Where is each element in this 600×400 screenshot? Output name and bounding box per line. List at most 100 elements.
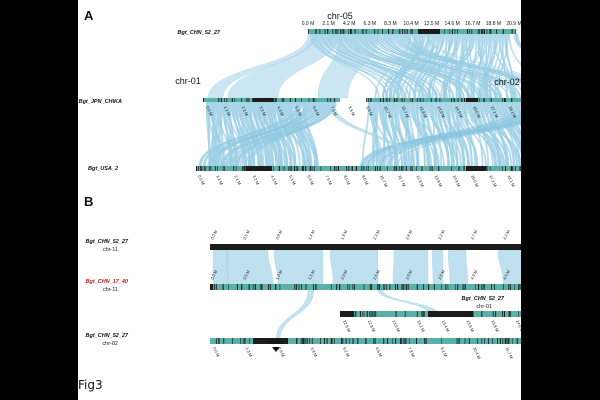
track-usa-stripe	[438, 166, 440, 171]
track-b3-stripe	[510, 311, 511, 317]
track-b4-stripe	[326, 338, 328, 344]
track-chr01-right-stripe	[410, 98, 411, 102]
track-b4-stripe	[218, 338, 220, 344]
ticks-b2-label: 0.5 M	[242, 269, 251, 280]
track-b2-stripe	[447, 284, 449, 290]
ticks-chr01-label: 11.7 M	[401, 105, 411, 118]
track-b4	[210, 338, 521, 344]
track-b4-stripe	[477, 338, 479, 344]
track-b2-stripe	[248, 284, 250, 290]
track-b4-stripe	[492, 338, 493, 344]
ticks-b2-label: 3.0 M	[404, 269, 413, 280]
track-b2-stripe	[464, 284, 466, 290]
track3-isolate-label: Bgt_CHN_52_27	[462, 296, 505, 302]
track-usa-stripe	[379, 166, 381, 171]
synteny-figure: 0.0 M 2.1 M 4.2 M 6.3 M 8.3 M 10.4 M 12.5 M 14.…	[78, 0, 521, 400]
track-usa-stripe	[412, 166, 413, 171]
track-chr05-stripe	[392, 29, 394, 34]
track-b2-stripe	[215, 284, 217, 290]
track-usa-stripe	[335, 166, 337, 171]
ticks-b4-label: 2.6 M	[277, 346, 286, 357]
track-chr01-left-stripe	[312, 98, 314, 102]
track-b2-stripe	[254, 284, 256, 290]
track-chr01-left-stripe	[327, 98, 329, 102]
link-track1-to-track2	[212, 249, 229, 285]
figure-caption: Fig3	[78, 378, 103, 392]
track-b2-stripe	[336, 284, 338, 290]
track-chr05-stripe	[324, 29, 326, 34]
track-b2-stripe	[363, 284, 365, 290]
ticks-usa-label: 4.3 M	[270, 174, 279, 185]
track-b4-stripe	[345, 338, 347, 344]
link-chr05-to-chr01-wedge	[317, 33, 379, 99]
track-b2-stripe	[509, 284, 511, 290]
ticks-usa-label: 14.9 M	[452, 174, 462, 187]
track2-chromosome-label: chr-11	[103, 287, 118, 293]
track-b4-stripe	[441, 338, 442, 344]
link-chr01-to-usa	[417, 101, 420, 167]
track-b2-stripe	[214, 284, 216, 290]
synteny-diagram: 0.0 M 2.1 M 4.2 M 6.3 M 8.3 M 10.4 M 12.5 M 14.…	[79, 8, 521, 360]
track-chr01-left-stripe	[281, 98, 283, 102]
track-chr05-stripe	[340, 29, 342, 34]
track-b2-stripe	[252, 284, 254, 290]
ticks-usa-label: 13.9 M	[434, 174, 444, 187]
track-chr01-left-stripe	[224, 98, 226, 102]
track-usa-stripe	[398, 166, 400, 171]
track-chr01-right-stripe	[502, 98, 504, 102]
track-b2-stripe	[514, 284, 516, 290]
track-usa-stripe	[451, 166, 452, 171]
track-chr01-left-stripe	[273, 98, 274, 102]
ticks-usa: 0.0 M 1.1 M 2.1 M 3.2 M 4.3 M 5.3 M 6.4 M 7.5 M…	[197, 174, 516, 187]
track-b4-stripe	[365, 338, 367, 344]
track-usa-stripe	[245, 166, 246, 171]
track-b2-stripe	[462, 284, 464, 290]
track-chr01-right-stripe	[430, 98, 432, 102]
track-b4-stripe	[464, 338, 466, 344]
ticks-b2: 0.0 M 0.5 M 1.0 M 1.5 M 2.0 M 2.5 M 3.0 M 3.5 M…	[209, 269, 510, 280]
link-track2-to-track3	[377, 289, 439, 315]
track-usa-stripe	[416, 166, 417, 171]
track-usa-stripe	[235, 166, 237, 171]
track-chr01-right-stripe	[422, 98, 424, 102]
track-chr01-right-stripe	[451, 98, 452, 102]
track-b4-stripe	[458, 338, 460, 344]
nnns-marker-icon	[272, 347, 280, 352]
track-chr01-right-stripe	[368, 98, 369, 102]
chr02-label: chr-02	[494, 77, 520, 87]
track-b3-stripe	[422, 311, 424, 317]
track-usa-stripe	[273, 166, 274, 171]
panel-a-synteny-links	[198, 33, 521, 167]
track-usa-bar	[196, 166, 521, 171]
ticks-b3-label: 12.8 M	[367, 319, 377, 332]
track-b4-stripe	[403, 338, 405, 344]
track-chr05-stripe	[451, 29, 453, 34]
track-b3-stripe	[369, 311, 371, 317]
track-b2-stripe	[270, 284, 271, 290]
track-chr05-stripe	[454, 29, 456, 34]
track-b2-stripe	[502, 284, 504, 290]
track-b2-stripe	[377, 284, 379, 290]
track-chr05-stripe	[469, 29, 470, 34]
track-usa-stripe	[429, 166, 431, 171]
track-b2-stripe	[260, 284, 262, 290]
track-b2-stripe	[294, 284, 296, 290]
ticks-usa-label: 8.5 M	[343, 174, 352, 185]
track-b3-stripe	[416, 311, 418, 317]
track-chr05-stripe	[362, 29, 364, 34]
track-b4-stripe	[303, 338, 305, 344]
ticks-b1-label: 4.2 M	[502, 229, 511, 240]
track-usa-stripe	[361, 166, 363, 171]
ticks-usa-label: 11.7 M	[397, 174, 407, 187]
track-b2-stripe	[236, 284, 238, 290]
track-b4-stripe	[341, 338, 343, 344]
track-b4-stripe	[383, 338, 385, 344]
track-usa-stripe	[242, 166, 244, 171]
track-usa-stripe	[489, 166, 491, 171]
track-b3-stripe	[359, 311, 361, 317]
track-usa-stripe	[295, 166, 297, 171]
track-usa-stripe	[505, 166, 506, 171]
track-chr05-stripe	[407, 29, 408, 34]
track-chr01-right-stripe	[435, 98, 437, 102]
track-chr05-stripe	[481, 29, 483, 34]
